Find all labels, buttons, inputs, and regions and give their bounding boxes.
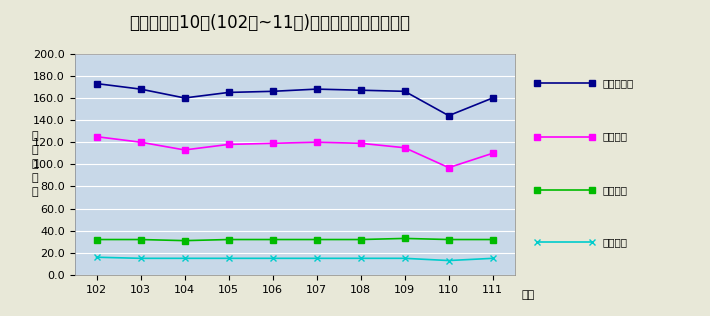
Text: 工業用水: 工業用水: [602, 237, 628, 247]
Text: 年別: 年別: [522, 290, 535, 301]
Text: 生活用水: 生活用水: [602, 185, 628, 195]
Text: 臺灣地區近10年(102年~11年)各標的用水量趨勢概況: 臺灣地區近10年(102年~11年)各標的用水量趨勢概況: [129, 14, 410, 32]
Text: 年總用水量: 年總用水量: [602, 78, 633, 88]
Text: 農業用水: 農業用水: [602, 132, 628, 142]
Y-axis label: 億
立
方
公
尺: 億 立 方 公 尺: [32, 131, 38, 197]
